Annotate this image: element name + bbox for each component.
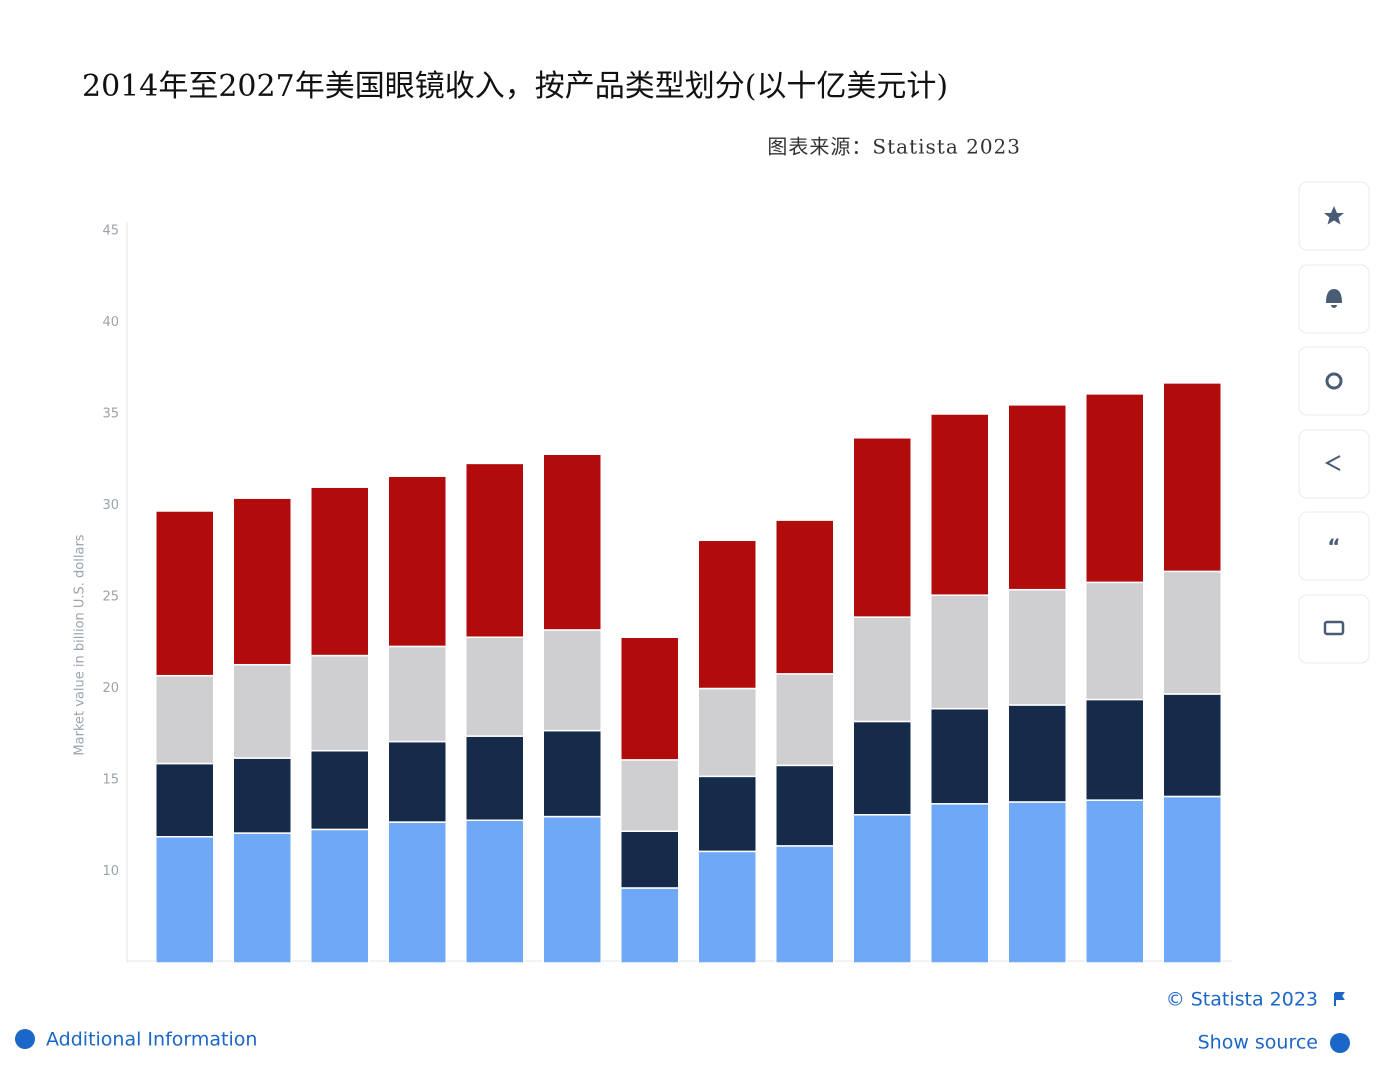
print-icon [1323, 620, 1345, 636]
bar-segment [387, 821, 447, 964]
bar-segment [465, 819, 525, 964]
bar-segment [775, 845, 835, 964]
bar-segment [1162, 382, 1222, 573]
settings-button[interactable] [1298, 346, 1370, 416]
bar-segment [542, 453, 602, 631]
bar-segment [1085, 799, 1145, 964]
bar-segment [852, 437, 912, 618]
bar-segment [1162, 570, 1222, 695]
bar-segment [232, 757, 292, 834]
bar-segment [775, 519, 835, 675]
bar-segment [155, 835, 215, 964]
bar-segment [697, 775, 757, 853]
bar-segment [620, 636, 680, 761]
bar-segment [310, 486, 370, 657]
y-tick-label: 45 [102, 224, 119, 239]
bar-segment [155, 674, 215, 765]
bar-segment [852, 814, 912, 964]
bar-segment [1162, 693, 1222, 798]
additional-information[interactable]: Additional Information [46, 1029, 257, 1051]
bar-segment [465, 735, 525, 822]
gear-icon [1325, 372, 1343, 390]
y-tick-label: 40 [102, 315, 119, 330]
bar-segment [310, 828, 370, 964]
share-button[interactable] [1298, 429, 1370, 499]
quote-icon: “ [1327, 535, 1340, 559]
bar-segment [387, 645, 447, 743]
flag-icon [1334, 992, 1345, 1006]
cite-button[interactable] [1298, 511, 1370, 581]
bar-segment [232, 832, 292, 964]
bar-segment [930, 594, 990, 710]
y-tick-label: 25 [102, 590, 119, 605]
bar-segment [542, 629, 602, 732]
show-source[interactable]: Show source [1198, 1032, 1318, 1054]
bar-segment [387, 740, 447, 823]
bar-segment [697, 850, 757, 964]
bar-segment [620, 759, 680, 832]
bar-segment [1162, 795, 1222, 964]
bar-segment [1085, 393, 1145, 584]
bar-segment [155, 762, 215, 838]
bar-segment [697, 687, 757, 778]
y-tick-label: 30 [102, 498, 119, 513]
bar-segment [232, 497, 292, 666]
bar-segment [620, 887, 680, 964]
share-icon [1324, 455, 1341, 471]
side-toolbar: “ [1298, 181, 1370, 664]
info-icon [15, 1029, 35, 1049]
bar-segment [852, 616, 912, 723]
bar-segment [1085, 698, 1145, 801]
bar-segment [620, 830, 680, 889]
bar-segment [930, 413, 990, 596]
copyright[interactable]: © Statista 2023 [1166, 989, 1318, 1011]
info-icon [1330, 1033, 1350, 1053]
bar-segment [387, 475, 447, 648]
y-tick-label: 35 [102, 407, 119, 422]
bar-segment [1085, 581, 1145, 701]
bar-segment [1007, 588, 1067, 706]
bell-icon [1326, 289, 1342, 308]
y-tick-label: 10 [102, 864, 119, 879]
bar-segment [697, 539, 757, 690]
chart-title: 2014年至2027年美国眼镜收入，按产品类型划分(以十亿美元计) [82, 69, 948, 104]
y-axis-label: Market value in billion U.S. dollars [73, 534, 88, 755]
bar-segment [155, 510, 215, 677]
bar-segment [542, 729, 602, 818]
y-tick-label: 15 [102, 773, 119, 788]
bar-segment [310, 654, 370, 752]
bar-segment [542, 815, 602, 964]
y-tick-label: 20 [102, 681, 119, 696]
bar-segment [1007, 704, 1067, 803]
bar-segment [775, 764, 835, 847]
star-icon [1324, 206, 1344, 225]
bar-segment [465, 636, 525, 737]
bar-segment [310, 749, 370, 831]
chart-subtitle: 图表来源：Statista 2023 [767, 135, 1021, 159]
bar-segment [1007, 801, 1067, 964]
print-button[interactable] [1298, 594, 1370, 664]
bar-segment [465, 462, 525, 639]
bar-segment [232, 663, 292, 759]
bar-segment [930, 803, 990, 964]
bar-segment [930, 707, 990, 805]
bar-segment [1007, 404, 1067, 591]
bar-segment [852, 720, 912, 816]
bar-segment [775, 673, 835, 767]
